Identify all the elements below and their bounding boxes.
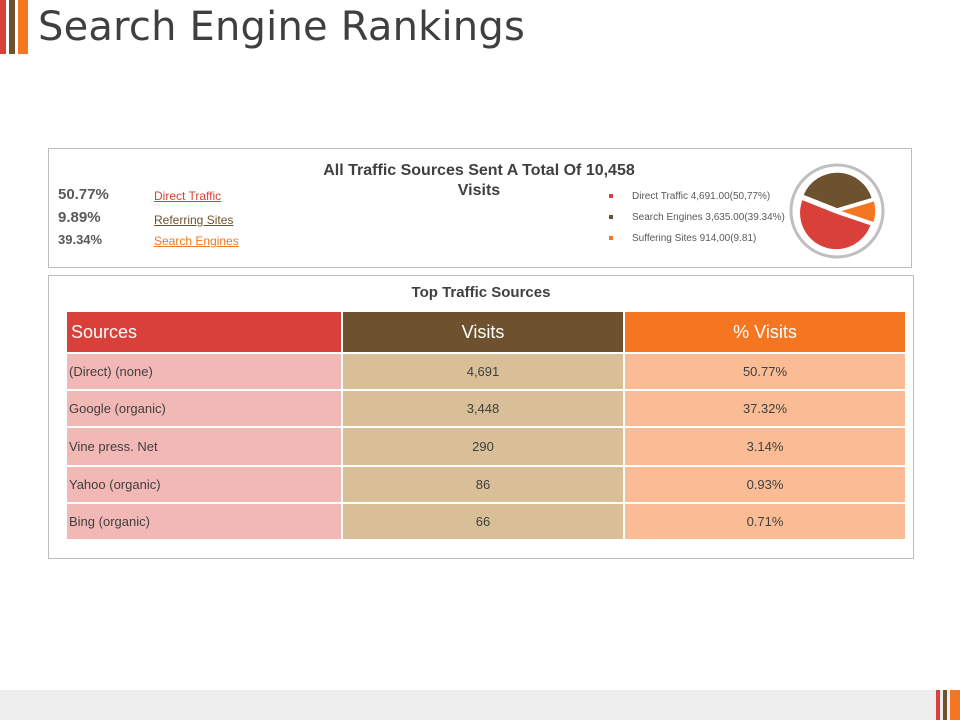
legend-bullet-icon <box>609 215 613 219</box>
direct-traffic-link[interactable]: Direct Traffic <box>154 189 222 203</box>
table-row: Vine press. Net 290 3.14% <box>67 428 905 465</box>
pie-chart-svg <box>789 163 885 259</box>
legend-text: Search Engines 3,635.00(39.34%) <box>632 212 785 223</box>
cell-source: Yahoo (organic) <box>67 467 341 502</box>
search-engines-link[interactable]: Search Engines <box>154 234 239 248</box>
footer-bar-brown <box>943 690 947 720</box>
accent-bar-red <box>0 0 6 54</box>
table-header-row: Sources Visits % Visits <box>67 312 905 352</box>
table-row: Bing (organic) 66 0.71% <box>67 504 905 539</box>
stat-value: 39.34% <box>58 232 103 247</box>
stat-value: 50.77% <box>58 186 109 203</box>
column-header-sources: Sources <box>67 312 341 352</box>
stat-value: 9.89% <box>58 209 101 226</box>
cell-visits: 3,448 <box>343 391 623 426</box>
referring-sites-link[interactable]: Referring Sites <box>154 213 234 227</box>
cell-percent: 3.14% <box>625 428 905 465</box>
cell-percent: 0.71% <box>625 504 905 539</box>
cell-source: Bing (organic) <box>67 504 341 539</box>
summary-title: All Traffic Sources Sent A Total Of 10,4… <box>323 162 635 199</box>
column-header-visits: Visits <box>343 312 623 352</box>
page-title: Search Engine Rankings <box>38 4 525 50</box>
footer-bar-red <box>936 690 940 720</box>
cell-percent: 37.32% <box>625 391 905 426</box>
cell-percent: 0.93% <box>625 467 905 502</box>
pie-slice-direct-traffic <box>798 198 873 251</box>
footer-bar-orange <box>950 690 960 720</box>
traffic-sources-table: Sources Visits % Visits (Direct) (none) … <box>65 310 907 541</box>
table-title: Top Traffic Sources <box>411 284 551 301</box>
cell-percent: 50.77% <box>625 354 905 389</box>
pie-slice-search-engines <box>801 171 874 210</box>
cell-visits: 290 <box>343 428 623 465</box>
legend-text: Direct Traffic 4,691.00(50,77%) <box>632 191 771 202</box>
traffic-summary-panel: All Traffic Sources Sent A Total Of 10,4… <box>48 148 912 268</box>
pie-slice-suffering-sites <box>836 199 877 224</box>
cell-visits: 86 <box>343 467 623 502</box>
cell-source: Google (organic) <box>67 391 341 426</box>
traffic-pie-chart <box>789 163 885 259</box>
footer-band <box>0 690 960 720</box>
top-traffic-sources-panel: Top Traffic Sources Sources Visits % Vis… <box>48 275 914 559</box>
accent-bar-brown <box>9 0 15 54</box>
legend-text: Suffering Sites 914,00(9.81) <box>632 233 757 244</box>
footer-accent-bars <box>936 690 960 720</box>
table-row: Google (organic) 3,448 37.32% <box>67 391 905 426</box>
cell-visits: 4,691 <box>343 354 623 389</box>
legend-bullet-icon <box>609 236 613 240</box>
cell-source: (Direct) (none) <box>67 354 341 389</box>
table-row: (Direct) (none) 4,691 50.77% <box>67 354 905 389</box>
accent-bar-orange <box>18 0 28 54</box>
cell-visits: 66 <box>343 504 623 539</box>
table-row: Yahoo (organic) 86 0.93% <box>67 467 905 502</box>
cell-source: Vine press. Net <box>67 428 341 465</box>
legend-bullet-icon <box>609 194 613 198</box>
column-header-percent-visits: % Visits <box>625 312 905 352</box>
